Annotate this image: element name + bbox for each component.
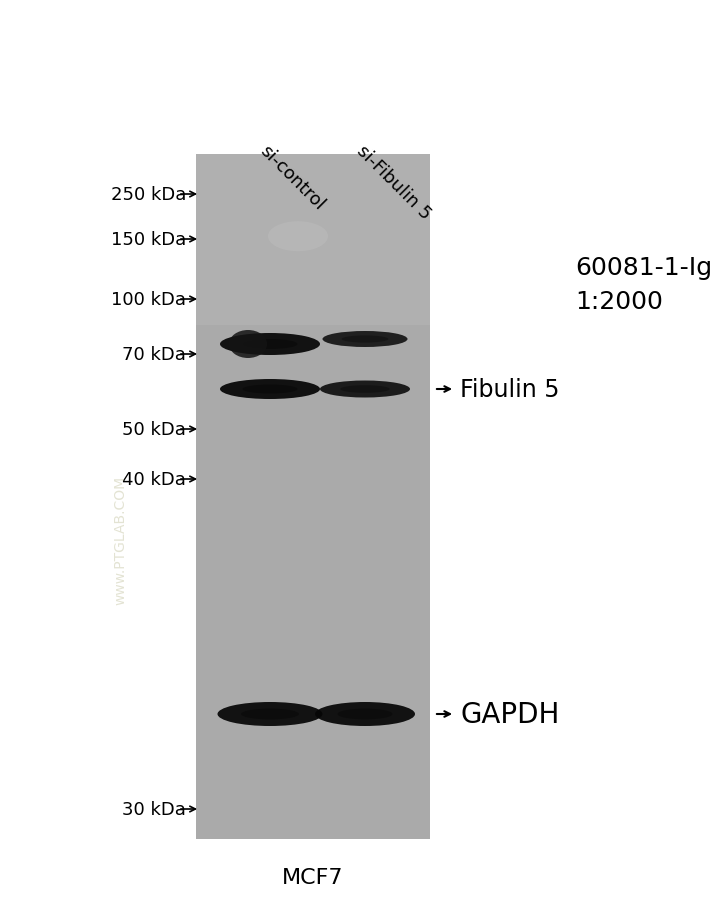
Text: si-Fibulin 5: si-Fibulin 5 — [353, 143, 434, 224]
Ellipse shape — [268, 222, 328, 252]
Text: Fibulin 5: Fibulin 5 — [460, 378, 560, 401]
Ellipse shape — [242, 385, 297, 394]
Bar — [196, 155, 430, 326]
Text: 150 kDa: 150 kDa — [111, 231, 186, 249]
Ellipse shape — [337, 709, 392, 720]
Text: 250 kDa: 250 kDa — [111, 186, 186, 204]
Text: MCF7: MCF7 — [282, 867, 344, 887]
Ellipse shape — [342, 336, 389, 344]
Ellipse shape — [322, 332, 408, 347]
Text: 100 kDa: 100 kDa — [111, 290, 186, 308]
Bar — [196, 155, 430, 839]
Ellipse shape — [315, 703, 415, 726]
Text: 70 kDa: 70 kDa — [122, 345, 186, 364]
Text: GAPDH: GAPDH — [460, 700, 560, 728]
Text: 50 kDa: 50 kDa — [122, 420, 186, 438]
Text: 60081-1-Ig
1:2000: 60081-1-Ig 1:2000 — [575, 256, 712, 313]
Text: www.PTGLAB.COM: www.PTGLAB.COM — [113, 475, 127, 604]
Ellipse shape — [241, 709, 299, 720]
Ellipse shape — [217, 703, 322, 726]
Ellipse shape — [229, 331, 267, 359]
Ellipse shape — [320, 381, 410, 398]
Ellipse shape — [340, 386, 390, 393]
Text: 40 kDa: 40 kDa — [122, 471, 186, 489]
Text: si-control: si-control — [256, 143, 328, 214]
Ellipse shape — [220, 380, 320, 400]
Ellipse shape — [220, 334, 320, 355]
Ellipse shape — [242, 340, 297, 350]
Text: 30 kDa: 30 kDa — [122, 800, 186, 818]
